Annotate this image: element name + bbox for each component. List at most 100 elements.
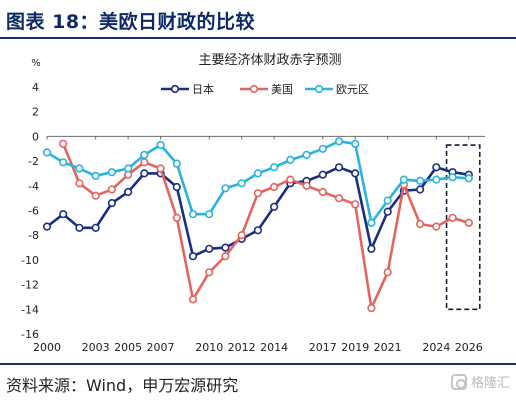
watermark-text: 格隆汇 [470,376,510,391]
y-tick-label: -2 [28,155,39,168]
data-point [205,244,214,253]
data-point [124,164,133,173]
data-point [253,226,262,235]
data-point [221,243,230,252]
data-point [59,158,68,167]
legend-label: 欧元区 [336,83,369,96]
data-point [270,163,279,172]
data-point [383,207,392,216]
data-point [59,210,68,219]
y-tick-label: -8 [28,229,39,242]
data-point [367,304,376,313]
data-point [140,169,149,178]
data-point [75,223,84,232]
data-point [383,268,392,277]
data-point [221,252,230,261]
data-point [302,150,311,159]
data-point [448,173,457,182]
y-tick-label: -12 [21,279,39,292]
data-point [75,164,84,173]
y-tick-label: -6 [28,205,39,218]
footer-rule [0,363,516,365]
data-point [302,181,311,190]
data-point [286,175,295,184]
data-point [270,182,279,192]
data-point [270,202,279,211]
y-tick-label: 2 [32,106,39,119]
x-tick-label: 2024 [422,341,450,354]
data-point [334,137,344,146]
data-point [237,231,246,240]
y-tick-label: -16 [21,328,39,341]
forecast-dashed-box [445,144,481,311]
data-point [188,210,198,219]
source-note: 资料来源：Wind，申万宏源研究 [6,376,239,395]
data-point [367,218,376,227]
data-point [42,222,52,231]
data-point [399,175,409,184]
x-tick-label: 2017 [309,341,337,354]
data-point [253,189,262,198]
legend-marker [249,84,259,94]
data-point [59,139,68,148]
x-tick-label: 2014 [260,341,288,354]
data-point [91,171,100,180]
data-point [286,155,295,164]
data-point [107,185,116,194]
y-tick-label: 0 [32,130,39,143]
legend-label: 美国 [271,83,293,96]
legend-marker [314,84,324,94]
series-lines [42,137,473,313]
x-tick-label: 2012 [228,341,256,354]
data-point [172,182,181,192]
data-point [172,159,181,168]
data-point [221,184,230,193]
y-tick-label: -4 [28,180,39,193]
x-tick-label: 2000 [33,341,61,354]
data-point [156,164,165,173]
data-point [416,185,425,194]
data-point [334,194,344,203]
x-tick-label: 2010 [195,341,223,354]
data-point [432,175,441,184]
x-tick-label: 2021 [374,341,402,354]
data-point [124,187,133,197]
data-point [464,218,473,227]
data-point [464,174,473,183]
data-point [334,163,344,172]
legend-marker [170,84,180,94]
data-point [107,168,116,177]
y-axis-unit: % [31,58,41,69]
data-point [172,213,181,222]
data-point [432,222,441,231]
watermark-logo-icon [450,373,467,390]
data-point [383,196,392,205]
y-tick-label: -10 [21,254,39,267]
data-point [318,170,327,179]
series-group [42,137,473,227]
data-point [156,140,165,150]
data-point [107,199,116,208]
data-point [318,187,327,197]
legend-label: 日本 [192,82,214,96]
series-group [42,163,473,261]
chart-title: 主要经济体财政赤字预测 [198,53,341,68]
data-point [205,268,214,277]
data-point [351,139,360,148]
header-rule [0,37,516,39]
data-point [416,176,425,185]
data-point [188,252,198,261]
x-tick-label: 2005 [114,341,142,354]
figure-title: 图表 18：美欧日财政的比较 [6,11,256,33]
watermark: 格隆汇 [450,372,510,391]
data-point [237,179,246,188]
data-point [416,220,425,229]
series-group [59,139,473,313]
x-tick-label: 2003 [82,341,110,354]
data-point [91,191,100,200]
x-tick-label: 2026 [455,341,483,354]
data-point [188,295,198,304]
data-point [91,223,100,232]
data-point [367,244,376,253]
